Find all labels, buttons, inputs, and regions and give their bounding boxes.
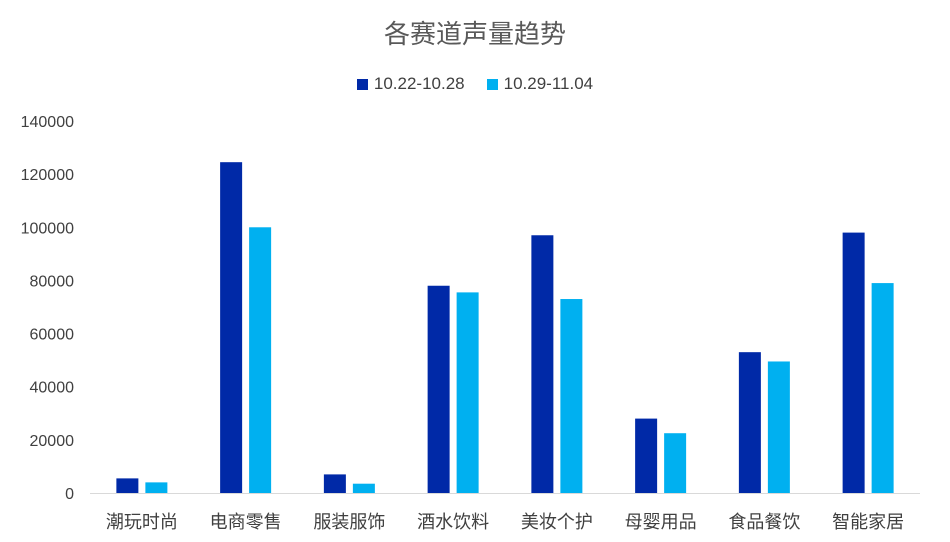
bar-series-1-4 — [427, 285, 450, 493]
bar-series-1-8 — [842, 232, 865, 493]
legend: 10.22-10.28 10.29-11.04 — [0, 74, 950, 94]
legend-item-series-2: 10.29-11.04 — [486, 74, 594, 94]
bar-series-1-1 — [116, 478, 139, 493]
x-tick-label: 食品餐饮 — [728, 512, 800, 533]
bar-series-2-2 — [249, 227, 272, 494]
legend-label-series-2: 10.29-11.04 — [503, 74, 594, 93]
legend-label-series-1: 10.22-10.28 — [373, 74, 465, 93]
x-tick-label: 酒水饮料 — [417, 512, 489, 533]
y-tick-label: 120000 — [21, 167, 74, 184]
bar-series-2-3 — [352, 483, 375, 493]
x-tick-label: 电商零售 — [210, 512, 282, 533]
legend-swatch-series-2 — [486, 78, 498, 90]
bar-series-1-6 — [635, 418, 658, 493]
legend-item-series-1: 10.22-10.28 — [356, 74, 465, 94]
y-tick-label: 140000 — [21, 114, 74, 131]
bar-series-1-7 — [738, 352, 761, 493]
bar-series-2-4 — [456, 292, 479, 493]
y-tick-label: 80000 — [30, 273, 75, 290]
bar-series-1-2 — [220, 162, 243, 493]
x-tick-label: 服装服饰 — [313, 512, 385, 533]
bar-series-2-1 — [145, 482, 168, 493]
bar-series-2-8 — [871, 283, 894, 493]
x-tick-label: 智能家居 — [832, 512, 904, 533]
bar-series-2-7 — [767, 361, 790, 493]
y-tick-label: 20000 — [30, 433, 75, 450]
y-tick-label: 40000 — [30, 380, 75, 397]
y-tick-label: 0 — [65, 486, 74, 503]
legend-swatch-series-1 — [356, 78, 368, 90]
chart-title: 各赛道声量趋势 — [383, 20, 566, 50]
x-tick-label: 美妆个护 — [521, 512, 593, 533]
bar-series-2-5 — [560, 299, 583, 493]
y-tick-label: 60000 — [30, 327, 75, 344]
x-tick-label: 潮玩时尚 — [106, 512, 178, 533]
y-tick-label: 100000 — [21, 220, 74, 237]
bar-series-2-6 — [664, 433, 687, 493]
bar-series-1-5 — [531, 235, 554, 493]
bar-series-1-3 — [323, 474, 346, 493]
x-tick-label: 母婴用品 — [625, 512, 697, 533]
